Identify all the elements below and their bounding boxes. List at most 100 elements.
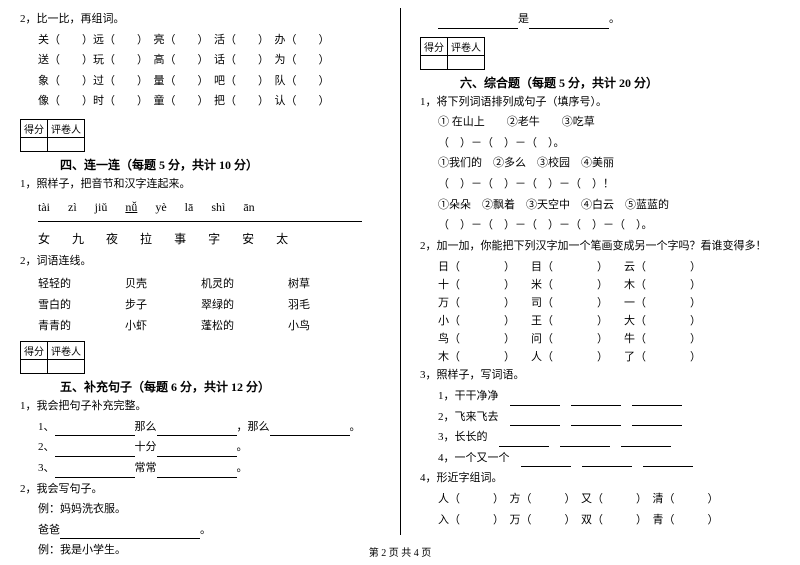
g1-ans: （ ）－（ ）－（ ）。 xyxy=(438,135,780,153)
addrow: 小（ ） 王（ ） 大（ ） xyxy=(438,312,780,328)
c: 日（ ） xyxy=(438,258,515,274)
c: 鸟（ ） xyxy=(438,330,515,346)
addrow: 十（ ）米（ ）木（ ） xyxy=(438,276,780,292)
c: 人（ ） xyxy=(531,348,608,364)
blank[interactable] xyxy=(510,395,560,406)
pair: 象（ ）过（ ） xyxy=(38,75,143,87)
c: 清（ ） xyxy=(653,493,719,505)
column-divider xyxy=(400,8,401,535)
c: 目（ ） xyxy=(531,258,608,274)
t: 常常 xyxy=(135,462,157,474)
q3-4: 4，一个又一个 xyxy=(438,450,780,468)
blank[interactable] xyxy=(438,18,518,29)
opt: ④美丽 xyxy=(581,157,614,169)
blank[interactable] xyxy=(643,456,693,467)
blank[interactable] xyxy=(157,446,237,457)
t: 4，一个又一个 xyxy=(438,452,510,464)
pair: 关（ ）远（ ） xyxy=(38,34,143,46)
pair: 亮（ ） xyxy=(154,34,204,46)
c: 大（ ） xyxy=(624,312,701,328)
pinyin-row: tài zì jiǔ nǚ yè lā shì ān xyxy=(38,200,380,215)
blank[interactable] xyxy=(157,425,237,436)
pinyin: jiǔ xyxy=(95,200,108,215)
w: 翠绿的 xyxy=(201,296,234,312)
t: 3，长长的 xyxy=(438,431,488,443)
top-fill: 是。 xyxy=(438,11,780,29)
c: 十（ ） xyxy=(438,276,515,292)
blank[interactable] xyxy=(632,415,682,426)
pinyin: zì xyxy=(68,200,77,215)
s6-q1: 1，将下列词语排列成句子（填序号）。 xyxy=(420,94,780,112)
blank[interactable] xyxy=(632,395,682,406)
blank[interactable] xyxy=(521,456,571,467)
t: 1、 xyxy=(38,421,55,433)
s5-l2: 2、十分。 xyxy=(38,439,380,457)
blank[interactable] xyxy=(270,425,350,436)
blank[interactable] xyxy=(55,467,135,478)
q4-r1: 人（ ） 方（ ） 又（ ） 清（ ） xyxy=(438,491,780,509)
q3-2: 2，飞来飞去 xyxy=(438,409,780,427)
g3-ans: （ ）－（ ）－（ ）－（ ）－（ ）。 xyxy=(438,217,780,235)
pinyin: yè xyxy=(155,200,166,215)
opt: ②飘着 xyxy=(482,199,515,211)
pair: 为（ ） xyxy=(275,54,330,66)
word-row: 青青的小虾蓬松的小鸟 xyxy=(38,317,380,333)
w: 小鸟 xyxy=(288,317,310,333)
score-table: 得分评卷人 xyxy=(420,37,485,70)
blank[interactable] xyxy=(560,436,610,447)
blank[interactable] xyxy=(60,528,200,539)
c: 青（ ） xyxy=(653,514,719,526)
addrow: 万（ ）司（ ）一（ ） xyxy=(438,294,780,310)
blank[interactable] xyxy=(529,18,609,29)
section4-title: 四、连一连（每题 5 分，共计 10 分） xyxy=(60,156,380,173)
q3-3: 3，长长的 xyxy=(438,429,780,447)
c: 小（ ） xyxy=(438,312,515,328)
s5-q2: 2，我会写句子。 xyxy=(20,481,380,499)
opt: ②老牛 xyxy=(507,114,540,132)
pair: 送（ ）玩（ ） xyxy=(38,54,143,66)
opt: ③吃草 xyxy=(562,114,595,132)
section6-header: 得分评卷人 xyxy=(420,37,780,70)
blank[interactable] xyxy=(571,395,621,406)
score-label: 得分 xyxy=(421,37,448,55)
blank[interactable] xyxy=(582,456,632,467)
section5-header: 得分评卷人 xyxy=(20,341,380,374)
char: 夜 xyxy=(106,230,118,247)
blank[interactable] xyxy=(510,415,560,426)
pinyin: tài xyxy=(38,200,50,215)
s4-q1: 1，照样子，把音节和汉字连起来。 xyxy=(20,176,380,194)
t: 那么 xyxy=(135,421,157,433)
opt: ① 在山上 xyxy=(438,114,485,132)
char: 太 xyxy=(276,230,288,247)
c: 了（ ） xyxy=(624,348,701,364)
pair: 办（ ） xyxy=(275,34,330,46)
pair: 像（ ）时（ ） xyxy=(38,95,143,107)
q2-pairs: 关（ ）远（ ） 亮（ ） 活（ ） 办（ ） 送（ ）玩（ ） 高（ ） 话（… xyxy=(38,32,380,111)
s5-q1: 1，我会把句子补充完整。 xyxy=(20,398,380,416)
blank[interactable] xyxy=(157,467,237,478)
s4-q2: 2，词语连线。 xyxy=(20,253,380,271)
s5-l3: 3、常常。 xyxy=(38,460,380,478)
c: 木（ ） xyxy=(624,276,701,292)
t: 。 xyxy=(609,13,620,25)
c: 又（ ） xyxy=(581,493,642,505)
blank[interactable] xyxy=(621,436,671,447)
blank[interactable] xyxy=(571,415,621,426)
blank[interactable] xyxy=(55,425,135,436)
q3-1: 1，干干净净 xyxy=(438,388,780,406)
blank[interactable] xyxy=(499,436,549,447)
pair: 量（ ） xyxy=(154,75,204,87)
w: 轻轻的 xyxy=(38,275,71,291)
g1: ① 在山上 ②老牛 ③吃草 xyxy=(438,114,780,132)
c: 入（ ） xyxy=(438,514,499,526)
pair: 高（ ） xyxy=(154,54,204,66)
c: 王（ ） xyxy=(531,312,608,328)
addrow: 日（ ） 目（ ） 云（ ） xyxy=(438,258,780,274)
pair: 话（ ） xyxy=(214,54,264,66)
pair: 队（ ） xyxy=(275,75,330,87)
c: 云（ ） xyxy=(624,258,701,274)
c: 一（ ） xyxy=(624,294,701,310)
pinyin: ān xyxy=(243,200,254,215)
c: 万（ ） xyxy=(438,294,515,310)
blank[interactable] xyxy=(55,446,135,457)
